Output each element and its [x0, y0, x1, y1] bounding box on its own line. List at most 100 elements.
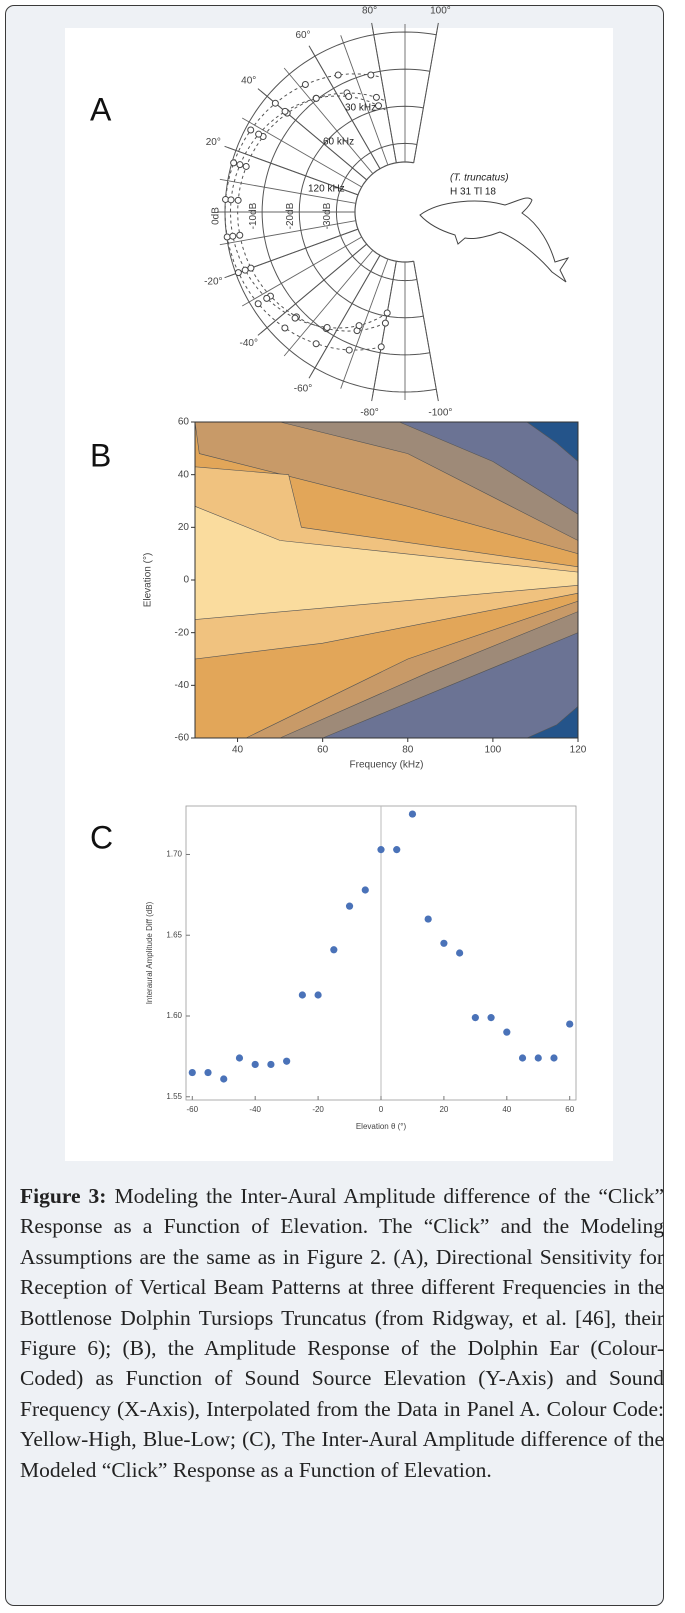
- y-axis-label: Interaural Amplitude Diff (dB): [145, 901, 154, 1004]
- response-marker: [377, 343, 385, 351]
- panel-label: B: [90, 437, 111, 473]
- radial-line: [340, 35, 389, 166]
- data-point: [314, 991, 322, 999]
- data-point: [204, 1068, 212, 1077]
- response-marker: [255, 130, 263, 138]
- y-tick-label: 60: [178, 417, 190, 428]
- data-point: [377, 846, 385, 854]
- ring-label: -10dB: [248, 202, 259, 229]
- ring: [298, 105, 424, 319]
- response-marker: [291, 314, 299, 322]
- response-marker: [381, 319, 389, 327]
- response-marker: [234, 196, 242, 204]
- radial-line: [219, 178, 356, 204]
- x-tick-label: -20: [312, 1105, 324, 1114]
- data-point: [503, 1028, 511, 1036]
- data-point: [471, 1014, 479, 1022]
- angle-tick: [308, 45, 381, 169]
- angle-tick: [257, 243, 368, 336]
- annotation: H 31 Tl 18: [450, 187, 496, 198]
- response-marker: [242, 162, 250, 170]
- data-point: [345, 902, 354, 910]
- ring-label: 0dB: [211, 207, 222, 225]
- angle-label: -20°: [204, 276, 222, 287]
- response-marker: [241, 266, 249, 274]
- response-marker: [372, 93, 380, 101]
- caption: Figure 3: Modeling the Inter-Aural Ampli…: [20, 1181, 664, 1485]
- response-marker: [355, 322, 363, 330]
- response-marker: [247, 126, 255, 134]
- response-marker: [367, 71, 375, 79]
- y-tick-label: -60: [175, 733, 190, 744]
- response-marker: [312, 94, 320, 102]
- y-axis-label: Elevation (°): [143, 553, 154, 608]
- data-point: [330, 946, 338, 954]
- response-marker: [281, 324, 289, 332]
- response-curve: [237, 92, 386, 332]
- response-marker: [223, 233, 231, 241]
- data-point: [235, 1054, 244, 1062]
- data-point: [408, 810, 417, 818]
- data-point: [550, 1054, 558, 1062]
- caption-text: Modeling the Inter-Aural Amplitude diffe…: [20, 1184, 665, 1482]
- radial-line: [241, 117, 362, 188]
- response-marker: [301, 80, 309, 88]
- x-tick-label: 80: [402, 745, 414, 756]
- panel-label: A: [90, 91, 112, 127]
- response-marker: [254, 300, 262, 308]
- data-point: [251, 1060, 259, 1069]
- data-point: [566, 1020, 574, 1028]
- panel-label: C: [90, 819, 113, 855]
- response-marker: [227, 196, 235, 204]
- radial-line: [283, 67, 374, 174]
- response-marker: [263, 294, 271, 302]
- x-tick-label: 60: [317, 745, 329, 756]
- x-axis-label: Elevation θ (°): [356, 1122, 407, 1131]
- x-axis-label: Frequency (kHz): [350, 760, 424, 771]
- ring: [261, 68, 430, 356]
- response-marker: [374, 102, 382, 110]
- x-tick-label: 120: [570, 745, 587, 756]
- y-tick-label: 1.55: [166, 1092, 182, 1101]
- radial-line: [283, 250, 374, 357]
- response-marker: [271, 99, 279, 107]
- data-point: [518, 1054, 527, 1062]
- x-tick-label: 40: [232, 745, 244, 756]
- data-point: [267, 1060, 275, 1069]
- x-tick-label: 100: [485, 745, 502, 756]
- ring: [335, 142, 417, 282]
- data-point: [361, 886, 369, 894]
- response-marker: [236, 231, 244, 239]
- dolphin: [419, 197, 570, 283]
- x-tick-label: 20: [439, 1105, 448, 1114]
- y-tick-label: 1.65: [166, 930, 182, 939]
- angle-label: -100°: [428, 408, 452, 419]
- angle-tick: [413, 22, 439, 163]
- data-point: [487, 1014, 495, 1022]
- angle-tick: [371, 22, 397, 163]
- response-marker: [345, 93, 353, 101]
- response-marker: [247, 264, 255, 272]
- annotation: 120 kHz: [308, 184, 345, 195]
- ring-label: -20dB: [285, 202, 296, 229]
- response-marker: [312, 340, 320, 348]
- angle-label: 60°: [295, 30, 310, 41]
- angle-tick: [224, 145, 359, 196]
- caption-label: Figure 3:: [20, 1184, 107, 1208]
- response-marker: [230, 159, 238, 167]
- response-marker: [236, 161, 244, 169]
- data-point: [220, 1075, 228, 1083]
- response-marker: [323, 323, 331, 331]
- y-tick-label: 1.60: [166, 1011, 182, 1020]
- annotation: 30 kHz: [345, 103, 376, 114]
- y-tick-label: 1.70: [166, 850, 182, 859]
- x-tick-label: 0: [379, 1105, 384, 1114]
- angle-tick: [308, 255, 381, 379]
- x-tick-label: 60: [565, 1105, 574, 1114]
- annotation: 60 kHz: [323, 137, 354, 148]
- data-point: [424, 915, 432, 923]
- figure: A 100° 80° 60° 40° 20° -20° -40° -60° -80° -100° 0d…: [90, 6, 587, 1131]
- response-marker: [334, 71, 342, 79]
- angle-tick: [413, 261, 439, 402]
